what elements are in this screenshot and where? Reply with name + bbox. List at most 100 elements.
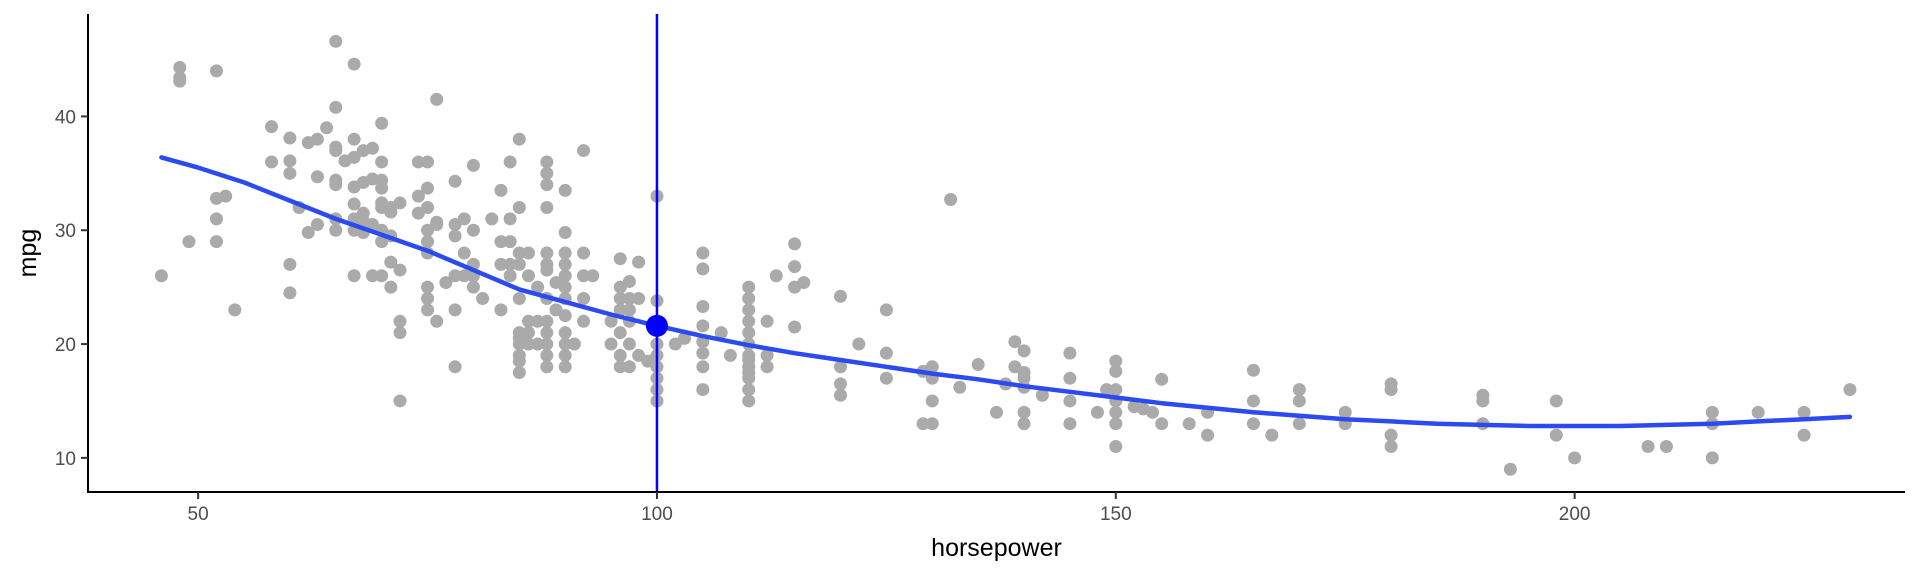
data-point xyxy=(1063,394,1077,408)
data-point xyxy=(521,314,535,328)
data-point xyxy=(742,394,756,408)
data-point xyxy=(283,166,297,180)
data-point xyxy=(265,120,279,134)
data-point xyxy=(476,292,490,306)
data-point xyxy=(521,246,535,260)
y-tick-label: 20 xyxy=(55,335,76,356)
data-point xyxy=(879,371,893,385)
scatter-points xyxy=(154,34,1857,476)
data-point xyxy=(375,269,389,283)
highlight-marker-layer xyxy=(645,314,668,337)
data-point xyxy=(393,394,407,408)
data-point xyxy=(558,326,572,340)
data-point xyxy=(347,57,361,71)
data-point xyxy=(1705,451,1719,465)
data-point xyxy=(540,155,554,169)
data-point xyxy=(833,360,847,374)
data-point xyxy=(347,132,361,146)
data-point xyxy=(714,326,728,340)
data-point xyxy=(558,246,572,260)
data-point xyxy=(421,181,435,195)
data-point xyxy=(788,237,802,251)
data-point xyxy=(228,303,242,317)
data-point xyxy=(329,223,343,237)
data-point xyxy=(558,183,572,197)
data-point xyxy=(393,314,407,328)
data-point xyxy=(1063,417,1077,431)
data-point xyxy=(1384,439,1398,453)
data-point xyxy=(421,303,435,317)
data-point xyxy=(430,218,444,232)
data-point xyxy=(1659,439,1673,453)
data-point xyxy=(283,257,297,271)
data-point xyxy=(283,131,297,145)
x-tick-label: 200 xyxy=(1559,504,1591,525)
data-point xyxy=(540,178,554,192)
data-point xyxy=(448,174,462,188)
data-point xyxy=(613,360,627,374)
y-tick-label: 10 xyxy=(55,449,76,470)
data-point xyxy=(577,269,591,283)
data-point xyxy=(265,155,279,169)
data-point xyxy=(494,257,508,271)
data-point xyxy=(577,292,591,306)
data-point xyxy=(613,303,627,317)
data-point xyxy=(1384,428,1398,442)
data-point xyxy=(760,360,774,374)
data-point xyxy=(1100,383,1114,397)
data-point xyxy=(622,303,636,317)
data-point xyxy=(375,155,389,169)
data-point xyxy=(577,144,591,158)
x-tick-label: 150 xyxy=(1100,504,1132,525)
data-point xyxy=(521,337,535,351)
data-point xyxy=(1705,405,1719,419)
data-point xyxy=(512,292,526,306)
data-point xyxy=(1017,371,1031,385)
data-point xyxy=(879,303,893,317)
data-point xyxy=(1476,394,1490,408)
data-point xyxy=(852,337,866,351)
data-point xyxy=(696,246,710,260)
data-point xyxy=(1155,372,1169,386)
data-point xyxy=(742,303,756,317)
data-point xyxy=(512,257,526,271)
data-point xyxy=(742,326,756,340)
smooth-line xyxy=(159,155,1853,429)
data-point xyxy=(448,303,462,317)
data-point xyxy=(1568,451,1582,465)
data-point xyxy=(329,34,343,48)
data-point xyxy=(769,269,783,283)
data-point xyxy=(485,212,499,226)
data-point xyxy=(1797,428,1811,442)
data-point xyxy=(540,263,554,277)
data-point xyxy=(347,150,361,164)
data-point xyxy=(448,229,462,243)
data-point xyxy=(1549,428,1563,442)
data-point xyxy=(540,314,554,328)
data-point xyxy=(567,337,581,351)
x-tick-label: 50 xyxy=(188,504,209,525)
data-point xyxy=(540,360,554,374)
data-point xyxy=(613,348,627,362)
data-point xyxy=(421,280,435,294)
data-point xyxy=(1017,405,1031,419)
data-point xyxy=(833,388,847,402)
data-point xyxy=(1292,394,1306,408)
data-point xyxy=(925,394,939,408)
data-point xyxy=(448,360,462,374)
data-point xyxy=(393,196,407,210)
data-point xyxy=(1503,462,1517,476)
data-point xyxy=(1292,383,1306,397)
data-point xyxy=(375,116,389,130)
data-point xyxy=(1063,346,1077,360)
data-point xyxy=(1017,344,1031,358)
data-point xyxy=(604,337,618,351)
data-point xyxy=(1109,417,1123,431)
data-point xyxy=(365,269,379,283)
data-point xyxy=(1008,335,1022,349)
data-point xyxy=(1549,394,1563,408)
data-point xyxy=(540,200,554,214)
data-point xyxy=(466,223,480,237)
data-point xyxy=(329,178,343,192)
data-point xyxy=(531,314,545,328)
